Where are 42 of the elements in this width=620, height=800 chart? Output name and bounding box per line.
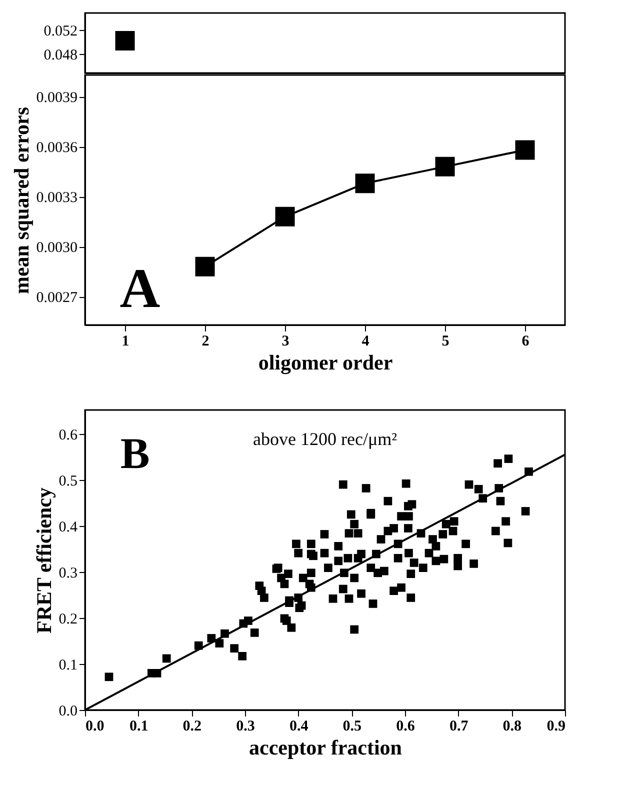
y-tick-label: 0.2	[58, 611, 78, 628]
y-tick-label: 0.052	[44, 24, 78, 40]
y-tick-label: 0.048	[44, 47, 78, 64]
x-tick-label: 6	[522, 334, 530, 350]
x-tick-label: 0.3	[236, 718, 255, 734]
y-tick-label: 0.0	[58, 704, 78, 720]
point	[275, 206, 295, 226]
x-axis-title: oligomer order	[258, 350, 393, 374]
x-tick-label: 0.2	[182, 718, 202, 734]
annotation: above 1200 rec/μm²	[253, 429, 397, 449]
x-tick-label: 0.7	[449, 718, 469, 734]
y-tick-label: 0.0039	[36, 90, 78, 106]
point	[195, 256, 215, 276]
point	[355, 174, 375, 194]
x-tick-label: 0.6	[396, 718, 416, 734]
point	[515, 140, 535, 160]
x-tick-label: 0.4	[289, 718, 309, 734]
y-axis-title: FRET efficiency	[32, 487, 56, 634]
point	[435, 156, 455, 176]
x-tick-label: 0.0	[86, 718, 104, 734]
y-tick-label: 0.0033	[36, 190, 78, 206]
x-tick-label: 4	[362, 334, 370, 350]
annotation: A	[120, 258, 161, 320]
x-tick-label: 0.9	[546, 718, 566, 734]
x-axis-title: acceptor fraction	[249, 736, 402, 760]
x-tick-label: 2	[202, 334, 210, 350]
y-axis-title: mean squared errors	[9, 106, 34, 294]
x-tick-label: 0.5	[342, 718, 362, 734]
x-tick-label: 0.8	[502, 718, 522, 734]
annotation: B	[120, 429, 150, 478]
x-tick-label: 1	[122, 334, 130, 350]
y-tick-label: 0.0027	[36, 290, 78, 306]
y-tick-label: 0.1	[58, 657, 78, 674]
x-tick-label: 0.1	[129, 718, 148, 734]
x-tick-label: 3	[282, 334, 290, 350]
y-tick-label: 0.5	[58, 473, 78, 490]
y-tick-label: 0.3	[58, 565, 78, 582]
y-tick-label: 0.6	[58, 427, 78, 444]
y-tick-label: 0.0036	[36, 140, 78, 156]
x-tick-label: 5	[442, 334, 450, 350]
y-tick-label: 0.0030	[36, 240, 78, 256]
y-tick-label: 0.4	[58, 519, 78, 536]
